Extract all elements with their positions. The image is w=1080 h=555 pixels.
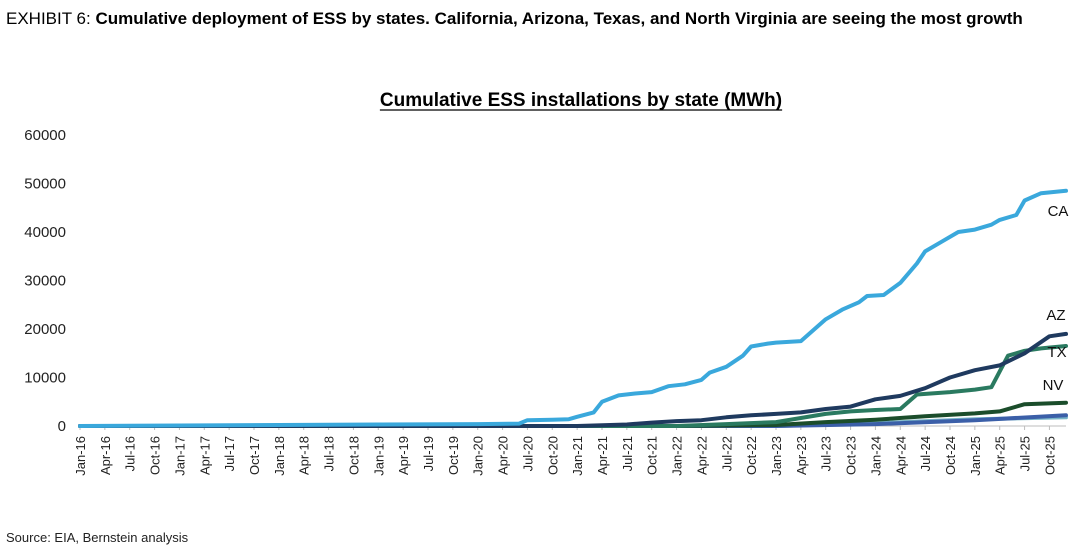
x-tick-label: Jan-16: [73, 436, 88, 476]
y-tick-label: 20000: [24, 321, 66, 338]
x-tick-label: Jan-23: [769, 436, 784, 476]
series-line-tx: [78, 344, 1068, 428]
series-label-nv: NV: [1043, 377, 1064, 394]
x-tick-label: Jul-19: [421, 436, 436, 471]
x-tick-label: Oct-19: [446, 436, 461, 475]
x-tick-label: Apr-17: [197, 436, 212, 475]
exhibit-label: EXHIBIT 6:: [6, 9, 91, 28]
x-tick-label: Jul-22: [719, 436, 734, 471]
chart: Cumulative ESS installations by state (M…: [24, 90, 1069, 476]
exhibit-heading: EXHIBIT 6: Cumulative deployment of ESS …: [6, 6, 1074, 32]
x-tick-label: Jul-16: [123, 436, 138, 471]
x-tick-label: Oct-25: [1042, 436, 1057, 475]
x-tick-label: Jul-17: [222, 436, 237, 471]
series-label-az: AZ: [1046, 307, 1065, 324]
x-tick-label: Oct-17: [247, 436, 262, 475]
x-tick-label: Oct-18: [346, 436, 361, 475]
series-label-ca: CA: [1048, 203, 1069, 220]
x-tick-label: Oct-21: [645, 436, 660, 475]
x-tick-label: Apr-22: [694, 436, 709, 475]
x-tick-label: Oct-23: [844, 436, 859, 475]
series-line-ca: [78, 188, 1068, 428]
x-tick-label: Oct-24: [943, 436, 958, 475]
exhibit-title: Cumulative deployment of ESS by states. …: [95, 9, 1023, 28]
y-tick-label: 30000: [24, 273, 66, 290]
series-line-az: [78, 331, 1068, 428]
y-tick-label: 0: [58, 418, 66, 435]
x-tick-label: Apr-23: [794, 436, 809, 475]
x-tick-label: Jul-25: [1018, 436, 1033, 471]
x-tick-label: Jan-21: [570, 436, 585, 476]
source-note: Source: EIA, Bernstein analysis: [6, 530, 189, 545]
x-tick-label: Jul-18: [322, 436, 337, 471]
x-tick-label: Jan-18: [272, 436, 287, 476]
y-tick-label: 60000: [24, 127, 66, 144]
x-tick-label: Apr-20: [496, 436, 511, 475]
x-tick-label: Jul-24: [918, 436, 933, 471]
series-label-tx: TX: [1047, 344, 1066, 361]
x-tick-label: Oct-20: [545, 436, 560, 475]
x-tick-label: Oct-16: [148, 436, 163, 475]
x-tick-label: Jan-17: [172, 436, 187, 476]
x-tick-label: Apr-16: [98, 436, 113, 475]
x-tick-label: Jul-23: [819, 436, 834, 471]
x-tick-label: Jul-20: [520, 436, 535, 471]
chart-title: Cumulative ESS installations by state (M…: [380, 90, 782, 111]
x-tick-label: Jan-25: [968, 436, 983, 476]
x-tick-label: Jan-19: [371, 436, 386, 476]
y-tick-label: 10000: [24, 370, 66, 387]
x-tick-label: Jan-22: [670, 436, 685, 476]
x-tick-label: Oct-22: [744, 436, 759, 475]
y-tick-label: 40000: [24, 224, 66, 241]
x-tick-label: Jan-20: [471, 436, 486, 476]
x-tick-label: Jan-24: [868, 436, 883, 476]
x-tick-label: Apr-24: [893, 436, 908, 475]
x-tick-label: Apr-25: [993, 436, 1008, 475]
x-tick-label: Apr-18: [297, 436, 312, 475]
x-tick-label: Apr-19: [396, 436, 411, 475]
y-tick-label: 50000: [24, 176, 66, 193]
x-tick-label: Jul-21: [620, 436, 635, 471]
x-tick-label: Apr-21: [595, 436, 610, 475]
